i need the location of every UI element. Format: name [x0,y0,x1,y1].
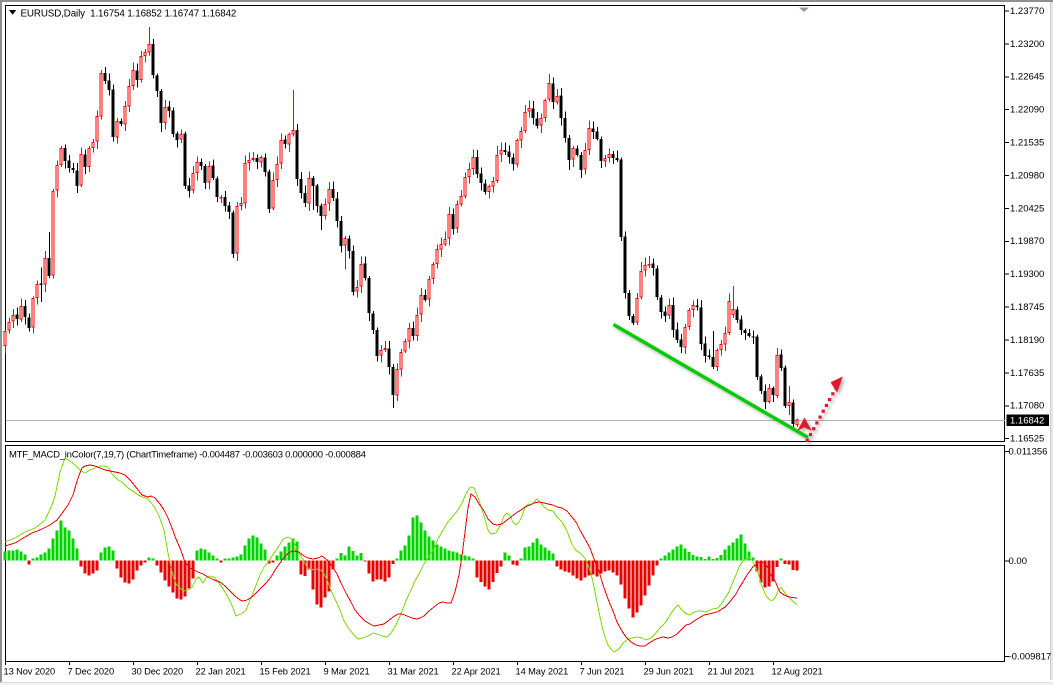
svg-text:0.00: 0.00 [1009,556,1028,567]
svg-text:1.18745: 1.18745 [1010,302,1044,313]
svg-text:1.17635: 1.17635 [1010,368,1044,379]
svg-text:1.16525: 1.16525 [1010,434,1044,445]
svg-text:1.20425: 1.20425 [1010,203,1044,214]
svg-text:1.18190: 1.18190 [1010,335,1044,346]
svg-text:1.19300: 1.19300 [1010,269,1044,280]
svg-text:1.22645: 1.22645 [1010,72,1044,83]
svg-text:12 Aug 2021: 12 Aug 2021 [772,667,823,677]
svg-text:7 Dec 2020: 7 Dec 2020 [68,667,115,677]
svg-text:0.011356: 0.011356 [1009,446,1048,457]
svg-text:7 Jun 2021: 7 Jun 2021 [580,667,625,677]
svg-text:22 Apr 2021: 22 Apr 2021 [452,667,501,677]
svg-text:1.23770: 1.23770 [1010,6,1044,17]
svg-text:1.16842: 1.16842 [1010,416,1044,427]
svg-text:1.22090: 1.22090 [1010,105,1044,116]
svg-text:EURUSD,Daily 1.16754 1.16852: EURUSD,Daily 1.16754 1.16852 1.16747 1.1… [21,8,237,19]
svg-text:1.23200: 1.23200 [1010,39,1044,50]
svg-text:1.17080: 1.17080 [1010,401,1044,412]
svg-text:15 Feb 2021: 15 Feb 2021 [260,667,311,677]
svg-text:13 Nov 2020: 13 Nov 2020 [4,667,56,677]
svg-text:9 Mar 2021: 9 Mar 2021 [324,667,370,677]
svg-text:29 Jun 2021: 29 Jun 2021 [644,667,694,677]
svg-text:1.20980: 1.20980 [1010,170,1044,181]
svg-text:MTF_MACD_inColor(7,19,7) (Char: MTF_MACD_inColor(7,19,7) (ChartTimeframe… [9,450,366,461]
svg-text:22 Jan 2021: 22 Jan 2021 [196,667,246,677]
svg-text:1.19870: 1.19870 [1010,236,1044,247]
svg-text:1.21535: 1.21535 [1010,138,1044,149]
svg-text:31 Mar 2021: 31 Mar 2021 [388,667,439,677]
svg-text:-0.009817: -0.009817 [1009,651,1052,662]
svg-text:14 May 2021: 14 May 2021 [516,667,569,677]
svg-text:30 Dec 2020: 30 Dec 2020 [132,667,184,677]
svg-text:21 Jul 2021: 21 Jul 2021 [708,667,755,677]
